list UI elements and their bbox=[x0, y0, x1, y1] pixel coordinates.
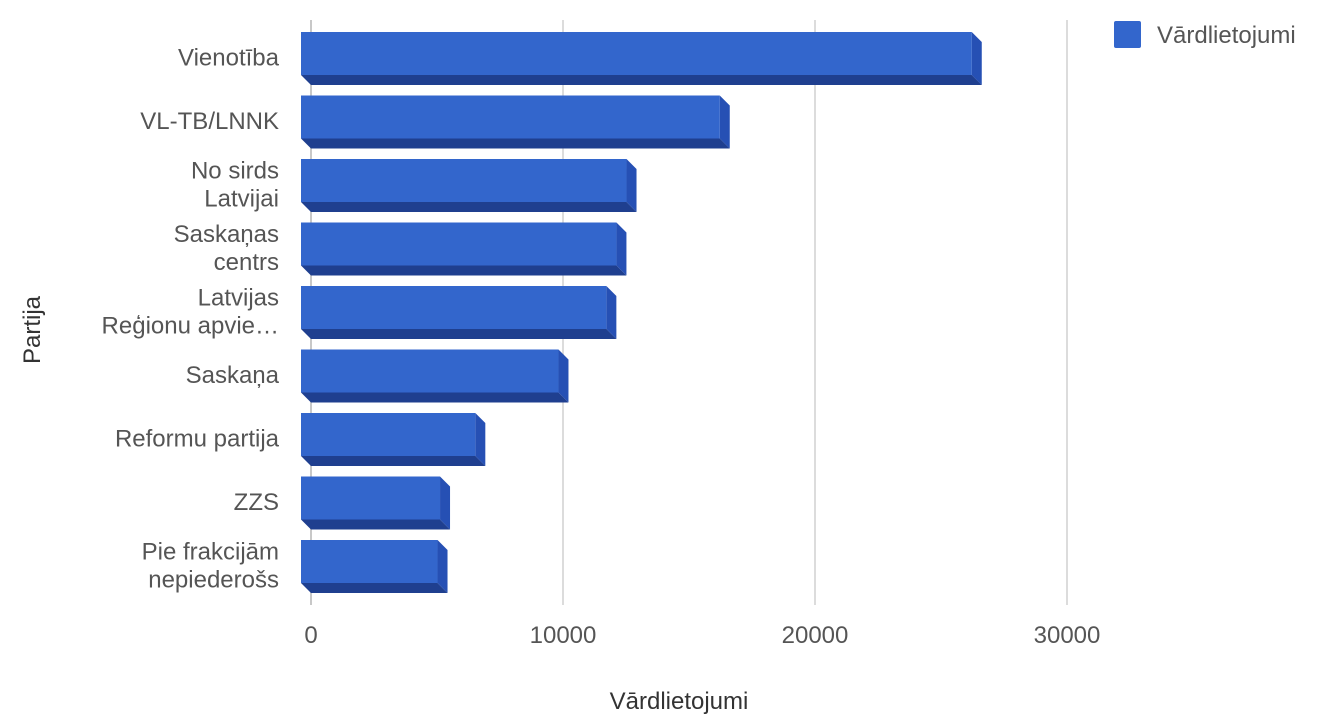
bar-side bbox=[626, 159, 637, 212]
bar-bottom bbox=[301, 456, 486, 466]
bar[interactable] bbox=[301, 476, 451, 530]
bar-side bbox=[440, 476, 451, 530]
category-label: VL-TB/LNNK bbox=[140, 108, 279, 135]
bar-bottom bbox=[301, 583, 448, 593]
legend[interactable]: Vārdlietojumi bbox=[1114, 21, 1296, 49]
bar-face bbox=[301, 476, 441, 520]
bar-side bbox=[558, 349, 569, 403]
bar[interactable] bbox=[301, 159, 637, 212]
x-tick-labels: 0 10000 20000 30000 bbox=[304, 622, 1100, 649]
bar[interactable] bbox=[301, 95, 730, 149]
bar-side bbox=[606, 286, 617, 339]
bar-face bbox=[301, 222, 617, 266]
bar-bottom bbox=[301, 519, 451, 530]
bar[interactable] bbox=[301, 413, 486, 466]
bar-side bbox=[475, 413, 486, 466]
category-label: Latvijas Reģionu apvie… bbox=[102, 285, 279, 340]
bars bbox=[301, 32, 982, 593]
bar[interactable] bbox=[301, 32, 982, 85]
bar-bottom bbox=[301, 329, 617, 339]
legend-label: Vārdlietojumi bbox=[1157, 22, 1296, 49]
bar[interactable] bbox=[301, 349, 569, 403]
category-label: Saskaņa bbox=[186, 362, 280, 389]
category-label: Vienotība bbox=[178, 45, 280, 72]
x-tick-label: 30000 bbox=[1034, 622, 1101, 649]
bar-bottom bbox=[301, 265, 627, 276]
bar-face bbox=[301, 349, 559, 393]
bar-side bbox=[437, 540, 448, 593]
x-tick-label: 0 bbox=[304, 622, 317, 649]
bar-side bbox=[616, 222, 627, 276]
bar[interactable] bbox=[301, 540, 448, 593]
x-tick-label: 20000 bbox=[782, 622, 849, 649]
y-axis-title: Partija bbox=[19, 295, 46, 364]
category-label: Reformu partija bbox=[115, 426, 280, 453]
bar-face bbox=[301, 32, 972, 75]
bar-face bbox=[301, 540, 438, 583]
category-label: Saskaņas centrs bbox=[174, 221, 279, 276]
bar-bottom bbox=[301, 138, 730, 149]
bar-face bbox=[301, 95, 720, 139]
bar[interactable] bbox=[301, 286, 617, 339]
x-tick-label: 10000 bbox=[530, 622, 597, 649]
bar-side bbox=[719, 95, 730, 149]
x-axis-title: Vārdlietojumi bbox=[610, 688, 749, 715]
bar-bottom bbox=[301, 392, 569, 403]
category-label: ZZS bbox=[234, 489, 279, 516]
bar-face bbox=[301, 159, 627, 202]
category-labels: Vienotība VL-TB/LNNK No sirds Latvijai Saska… bbox=[102, 45, 280, 594]
bar-bottom bbox=[301, 202, 637, 212]
category-label: Pie frakcijām nepiederošs bbox=[142, 539, 279, 594]
bar[interactable] bbox=[301, 222, 627, 276]
bar-side bbox=[971, 32, 982, 85]
bar-face bbox=[301, 413, 476, 456]
legend-swatch bbox=[1114, 21, 1141, 48]
bar-face bbox=[301, 286, 607, 329]
category-label: No sirds Latvijai bbox=[191, 158, 279, 213]
bar-bottom bbox=[301, 75, 982, 85]
